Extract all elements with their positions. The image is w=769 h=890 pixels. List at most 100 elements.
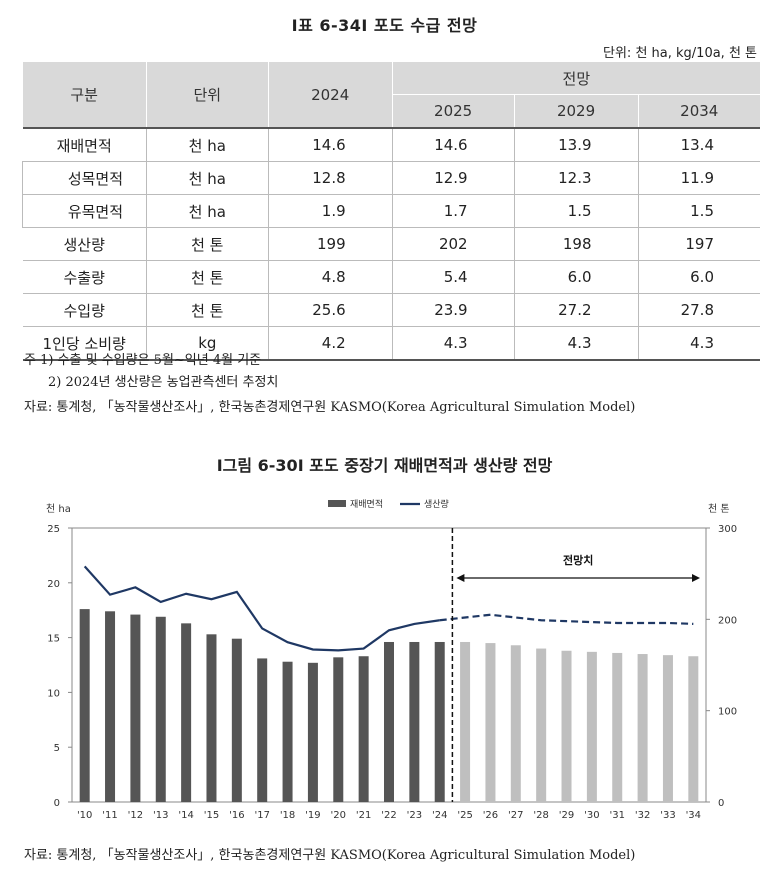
area-production-chart: 0 5 10 15 20 25 0 100 200 300 천 ha 천 톤 '10 '11 '12 '13 '… [46,498,737,821]
x-tick-label: '31 [609,810,624,821]
forecast-label: 전망치 [563,553,593,567]
cell-2029: 13.9 [513,128,639,162]
x-tick-label: '29 [559,810,574,821]
x-tick-label: '28 [533,810,548,821]
area-bar [79,609,90,802]
row-label: 수입량 [22,293,147,327]
figure-title: Ⅰ그림 6-30Ⅰ 포도 중장기 재배면적과 생산량 전망 [216,456,553,475]
x-tick-label: '26 [483,810,498,821]
x-tick-label: '23 [407,810,422,821]
area-bar [662,655,673,802]
production-line-actual [83,565,440,652]
left-axis-label: 천 ha [46,503,71,515]
table-row: 1인당 소비량 kg 4.2 4.3 4.3 4.3 [22,326,760,361]
row-label: 재배면적 [22,128,147,162]
x-tick-label: '30 [584,810,599,821]
area-bar [460,641,471,802]
table-row: 성목면적 천 ha 12.8 12.9 12.3 11.9 [22,161,760,195]
area-bar [307,662,318,802]
area-bar [510,645,521,802]
left-axis-tick-label: 5 [54,743,60,754]
area-bar [130,614,141,802]
cell-2025: 1.7 [391,194,515,228]
table-source: 자료: 통계청, 「농작물생산조사」, 한국농촌경제연구원 KASMO(Kore… [24,400,636,415]
table-notes: 주 1) 수출 및 수입량은 5월~익년 4월 기준 2) 2024년 생산량은… [24,350,278,394]
left-axis-tick-label: 25 [47,524,60,535]
area-bar [688,656,699,802]
forecast-arrow-left-head [456,574,465,582]
row-unit: 천 ha [145,161,269,195]
supply-table: 구분 단위 2024 전망 2025 2029 2034 재배면적 천 ha 1… [22,62,760,361]
header-unit: 단위 [145,62,269,129]
legend-label-production: 생산량 [424,498,449,510]
x-tick-label: '10 [77,810,92,821]
area-bar [409,641,420,802]
cell-2034: 11.9 [637,161,760,195]
right-axis-label: 천 톤 [708,503,730,515]
area-bar [561,650,572,802]
table-title: Ⅰ표 6-34Ⅰ 포도 수급 전망 [291,16,478,35]
cell-2029: 4.3 [513,326,639,361]
area-bar [434,641,445,802]
table-row: 수출량 천 톤 4.8 5.4 6.0 6.0 [22,260,760,294]
cell-2025: 14.6 [391,128,515,162]
cell-2024: 14.6 [267,128,393,162]
row-unit: kg [145,326,269,361]
row-label: 1인당 소비량 [22,326,147,361]
x-tick-label: '27 [508,810,523,821]
area-bar [257,658,268,802]
cell-2029: 27.2 [513,293,639,327]
cell-2034: 27.8 [637,293,760,327]
cell-2034: 1.5 [637,194,760,228]
row-unit: 천 톤 [145,293,269,327]
note-2: 2) 2024년 생산량은 농업관측센터 추정치 [48,375,279,390]
area-bar [206,634,217,802]
cell-2034: 6.0 [637,260,760,294]
cell-2024: 4.8 [267,260,393,294]
cell-2024: 4.2 [267,326,393,361]
cell-2024: 1.9 [267,194,393,228]
left-axis-tick-label: 20 [47,579,60,590]
header-2029: 2029 [513,94,639,129]
x-tick-label: '15 [204,810,219,821]
row-label: 유목면적 [22,194,147,228]
cell-2034: 4.3 [637,326,760,361]
x-tick-label: '12 [128,810,143,821]
row-label: 생산량 [22,227,147,261]
area-bar [282,661,293,802]
left-axis-tick-label: 0 [54,798,60,809]
cell-2025: 12.9 [391,161,515,195]
table-row: 수입량 천 톤 25.6 23.9 27.2 27.8 [22,293,760,327]
area-bar [231,638,242,802]
area-bar [586,651,597,802]
cell-2034: 197 [637,227,760,261]
cell-2034: 13.4 [637,128,760,162]
x-tick-label: '22 [381,810,396,821]
area-bar [637,654,648,802]
row-unit: 천 톤 [145,227,269,261]
forecast-arrow-right-head [692,574,700,582]
right-axis-tick-label: 200 [718,615,737,626]
area-bar [384,641,394,802]
legend-label-area: 재배면적 [350,498,383,510]
cell-2024: 199 [267,227,393,261]
area-bar [536,648,547,802]
right-axis-tick-label: 300 [718,524,737,535]
area-bar [612,652,623,802]
x-tick-label: '11 [102,810,117,821]
cell-2029: 198 [513,227,639,261]
row-unit: 천 ha [145,194,269,228]
right-axis-tick-label: 0 [718,798,724,809]
x-tick-label: '19 [305,810,320,821]
cell-2024: 12.8 [267,161,393,195]
row-unit: 천 톤 [145,260,269,294]
x-tick-label: '16 [229,810,244,821]
x-tick-label: '33 [660,810,675,821]
cell-2025: 5.4 [391,260,515,294]
x-tick-label: '14 [178,810,193,821]
cell-2025: 4.3 [391,326,515,361]
x-tick-label: '18 [280,810,295,821]
table-row: 유목면적 천 ha 1.9 1.7 1.5 1.5 [22,194,760,228]
header-2025: 2025 [391,94,515,129]
area-bar [155,616,166,802]
